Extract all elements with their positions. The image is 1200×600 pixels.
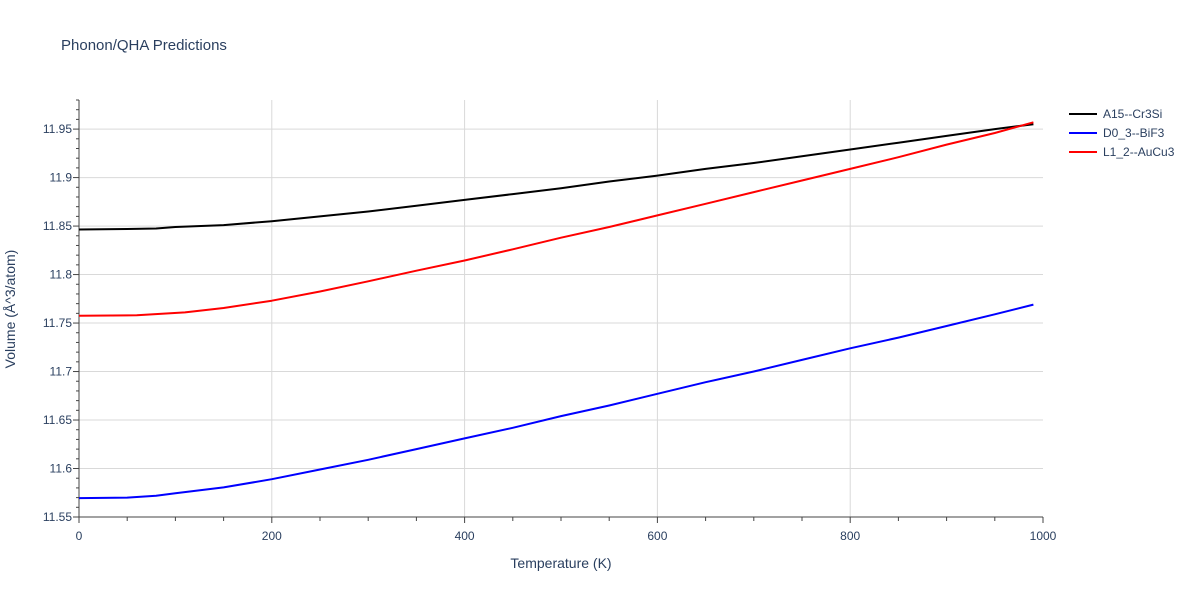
legend-label: A15--Cr3Si bbox=[1103, 107, 1162, 121]
x-tick-label: 0 bbox=[76, 529, 83, 543]
y-tick-label: 11.8 bbox=[50, 268, 73, 282]
y-tick-label: 11.6 bbox=[50, 462, 73, 476]
y-axis-label: Volume (Å^3/atom) bbox=[2, 250, 18, 369]
x-axis-label: Temperature (K) bbox=[510, 555, 611, 571]
y-tick-label: 11.95 bbox=[43, 122, 72, 136]
legend-label: D0_3--BiF3 bbox=[1103, 126, 1165, 140]
grid-layer bbox=[79, 100, 1043, 517]
legend-item[interactable]: A15--Cr3Si bbox=[1069, 107, 1162, 121]
x-tick-label: 400 bbox=[455, 529, 475, 543]
x-tick-label: 1000 bbox=[1030, 529, 1057, 543]
chart-title: Phonon/QHA Predictions bbox=[61, 37, 227, 54]
y-tick-label: 11.75 bbox=[43, 316, 72, 330]
axis-layer: 0 200 400 600 800 1000 11.55 11.6 11.65 11.7 11.75… bbox=[43, 99, 1057, 543]
legend: A15--Cr3Si D0_3--BiF3 L1_2--AuCu3 bbox=[1069, 107, 1175, 159]
series-line-a15-cr3si bbox=[78, 123, 1034, 231]
legend-item[interactable]: D0_3--BiF3 bbox=[1069, 126, 1165, 140]
y-tick-label: 11.85 bbox=[43, 219, 72, 233]
x-tick-label: 600 bbox=[647, 529, 667, 543]
x-tick-label: 200 bbox=[262, 529, 282, 543]
series-layer bbox=[78, 121, 1034, 500]
series-line-l1-2-aucu3 bbox=[78, 121, 1034, 317]
series-line-d0-3-bif3 bbox=[78, 303, 1034, 500]
legend-label: L1_2--AuCu3 bbox=[1103, 145, 1175, 159]
y-tick-label: 11.65 bbox=[43, 413, 72, 427]
x-tick-label: 800 bbox=[840, 529, 860, 543]
y-tick-label: 11.9 bbox=[50, 171, 73, 185]
y-tick-label: 11.7 bbox=[50, 365, 73, 379]
y-tick-label: 11.55 bbox=[43, 510, 72, 524]
legend-item[interactable]: L1_2--AuCu3 bbox=[1069, 145, 1175, 159]
